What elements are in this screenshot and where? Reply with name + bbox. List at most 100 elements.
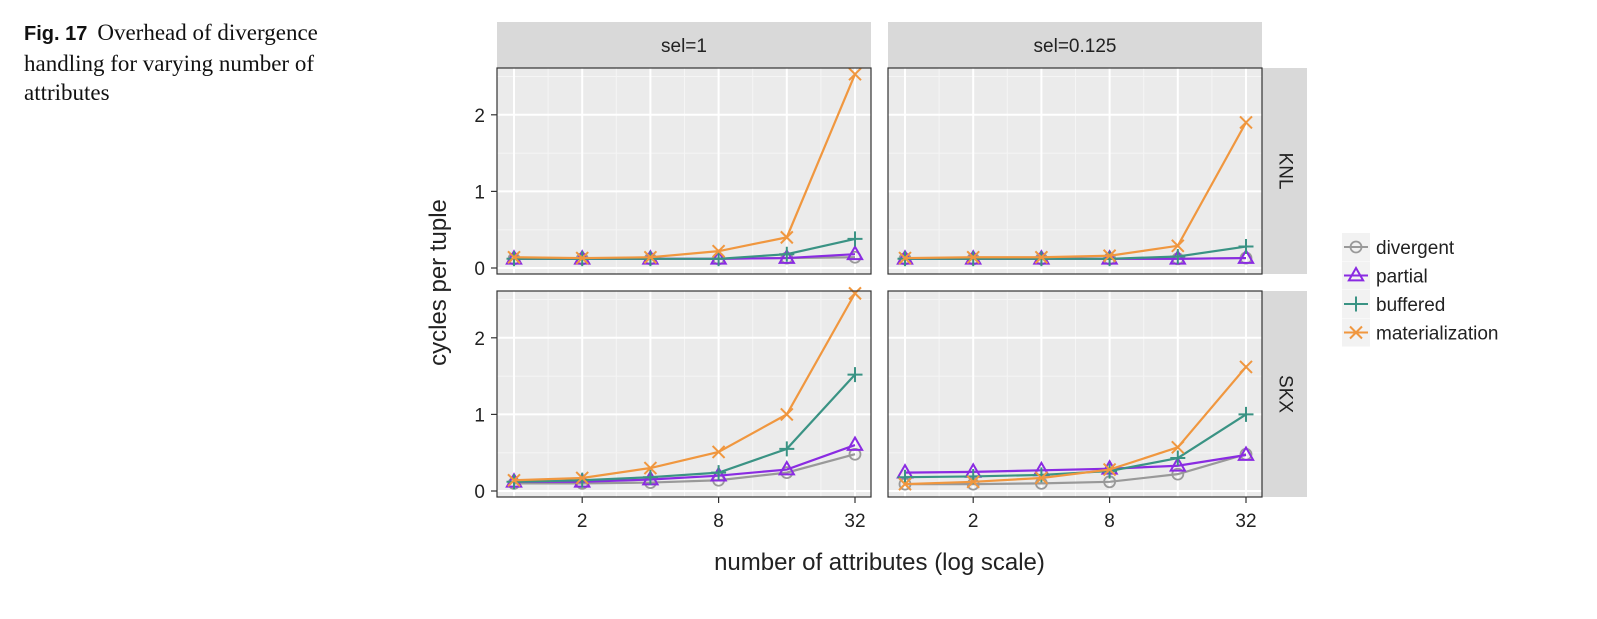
y-tick-label: 2 xyxy=(474,106,485,127)
legend-label-buffered: buffered xyxy=(1376,295,1445,316)
legend-label-materialization: materialization xyxy=(1376,324,1499,345)
data-point-partial xyxy=(1168,456,1187,472)
legend-key-marker-buffered xyxy=(1348,296,1364,312)
series-line-divergent xyxy=(905,453,1247,486)
facet-strip-row xyxy=(1262,291,1307,497)
figure-caption-text: Overhead of divergence handling for vary… xyxy=(24,20,318,105)
data-point-materialization xyxy=(1102,462,1117,477)
data-point-materialization xyxy=(507,473,521,487)
data-point-partial xyxy=(777,460,796,476)
data-point-partial xyxy=(1237,445,1255,461)
x-axis-title: number of attributes (log scale) xyxy=(714,549,1045,576)
x-tick-label: 32 xyxy=(1235,511,1256,532)
data-point-divergent xyxy=(848,447,862,461)
series-line-materialization xyxy=(904,366,1247,486)
x-tick-label: 2 xyxy=(968,511,979,532)
y-tick-label: 1 xyxy=(474,182,485,203)
data-point-materialization xyxy=(780,407,794,422)
data-point-materialization xyxy=(1239,115,1253,130)
data-point-buffered xyxy=(1238,406,1254,422)
legend-label-partial: partial xyxy=(1376,267,1428,288)
facet-strip-column-label: sel=1 xyxy=(661,36,707,57)
data-point-buffered xyxy=(779,246,795,262)
x-tick-label: 8 xyxy=(1104,511,1115,532)
series-line-partial xyxy=(514,444,856,483)
data-point-buffered xyxy=(847,367,863,383)
panel-border xyxy=(496,67,872,275)
data-point-materialization xyxy=(1171,239,1185,253)
series-line-partial xyxy=(904,453,1247,474)
facet-strip-column-label: sel=0.125 xyxy=(1034,36,1117,57)
data-point-buffered xyxy=(1102,251,1118,267)
panel-border xyxy=(887,67,1263,275)
data-point-materialization xyxy=(1102,249,1117,263)
data-point-buffered xyxy=(506,474,522,490)
data-point-divergent xyxy=(1171,467,1185,481)
data-point-buffered xyxy=(1033,467,1049,483)
figure-caption: Fig. 17 Overhead of divergence handling f… xyxy=(24,18,384,107)
facet-strip-column xyxy=(497,22,871,68)
data-point-materialization xyxy=(848,67,862,81)
facet-strip-row-label: SKX xyxy=(1274,375,1295,413)
y-tick-label: 1 xyxy=(474,405,485,426)
data-point-buffered xyxy=(1170,249,1186,265)
data-point-partial xyxy=(709,466,728,482)
data-point-materialization xyxy=(898,251,912,265)
legend: divergent partial buffered materialization xyxy=(1342,233,1499,347)
series-line-materialization xyxy=(513,292,856,482)
data-point-buffered xyxy=(711,465,727,481)
data-point-materialization xyxy=(575,471,589,485)
data-point-buffered xyxy=(574,472,590,488)
x-tick-label: 2 xyxy=(577,511,588,532)
data-point-buffered xyxy=(711,251,727,267)
data-point-materialization xyxy=(711,445,726,459)
data-point-buffered xyxy=(965,251,981,267)
legend-key-marker-divergent xyxy=(1349,240,1363,254)
series-line-materialization xyxy=(904,121,1247,260)
data-point-materialization xyxy=(711,244,726,258)
series-line-buffered xyxy=(905,245,1247,260)
data-point-materialization xyxy=(575,251,589,265)
data-point-materialization xyxy=(966,475,980,489)
data-point-buffered xyxy=(642,251,658,267)
data-point-buffered xyxy=(779,441,795,457)
panel-skx-sel-1 xyxy=(496,286,872,498)
data-point-materialization xyxy=(780,230,794,245)
data-point-materialization xyxy=(1034,250,1049,264)
series-line-divergent xyxy=(514,453,856,485)
series-line-buffered xyxy=(513,373,856,483)
legend-key-marker-partial xyxy=(1347,265,1365,282)
data-point-materialization xyxy=(1171,440,1185,455)
x-tick-label: 8 xyxy=(713,511,724,532)
data-point-materialization xyxy=(643,461,658,475)
data-point-materialization xyxy=(848,286,862,301)
facet-strip-row-label: KNL xyxy=(1274,153,1295,190)
y-tick-label: 0 xyxy=(474,482,485,503)
facet-strip-row xyxy=(1262,68,1307,274)
data-point-buffered xyxy=(1033,251,1049,267)
panel-border xyxy=(887,290,1263,498)
data-point-materialization xyxy=(966,250,980,264)
x-tick-label: 32 xyxy=(844,511,865,532)
data-point-buffered xyxy=(1170,450,1186,466)
data-point-materialization xyxy=(898,477,912,491)
figure-label: Fig. 17 xyxy=(24,23,88,45)
legend-label-divergent: divergent xyxy=(1376,238,1455,259)
data-point-buffered xyxy=(1238,239,1254,255)
panel-skx-sel-0125 xyxy=(887,290,1263,498)
data-point-partial xyxy=(846,244,864,261)
panel-border xyxy=(496,290,872,498)
data-point-materialization xyxy=(1239,360,1253,374)
y-tick-label: 0 xyxy=(474,259,485,280)
y-axis-title: cycles per tuple xyxy=(425,199,452,366)
facet-strip-column xyxy=(888,22,1262,68)
series-line-materialization xyxy=(513,73,857,260)
data-point-partial xyxy=(1237,248,1255,264)
data-point-materialization xyxy=(1034,471,1049,485)
panel-knl-sel-1 xyxy=(496,67,872,275)
panel-knl-sel-0125 xyxy=(887,67,1263,275)
data-point-materialization xyxy=(643,250,658,264)
data-point-buffered xyxy=(847,231,863,247)
data-point-buffered xyxy=(642,469,658,485)
